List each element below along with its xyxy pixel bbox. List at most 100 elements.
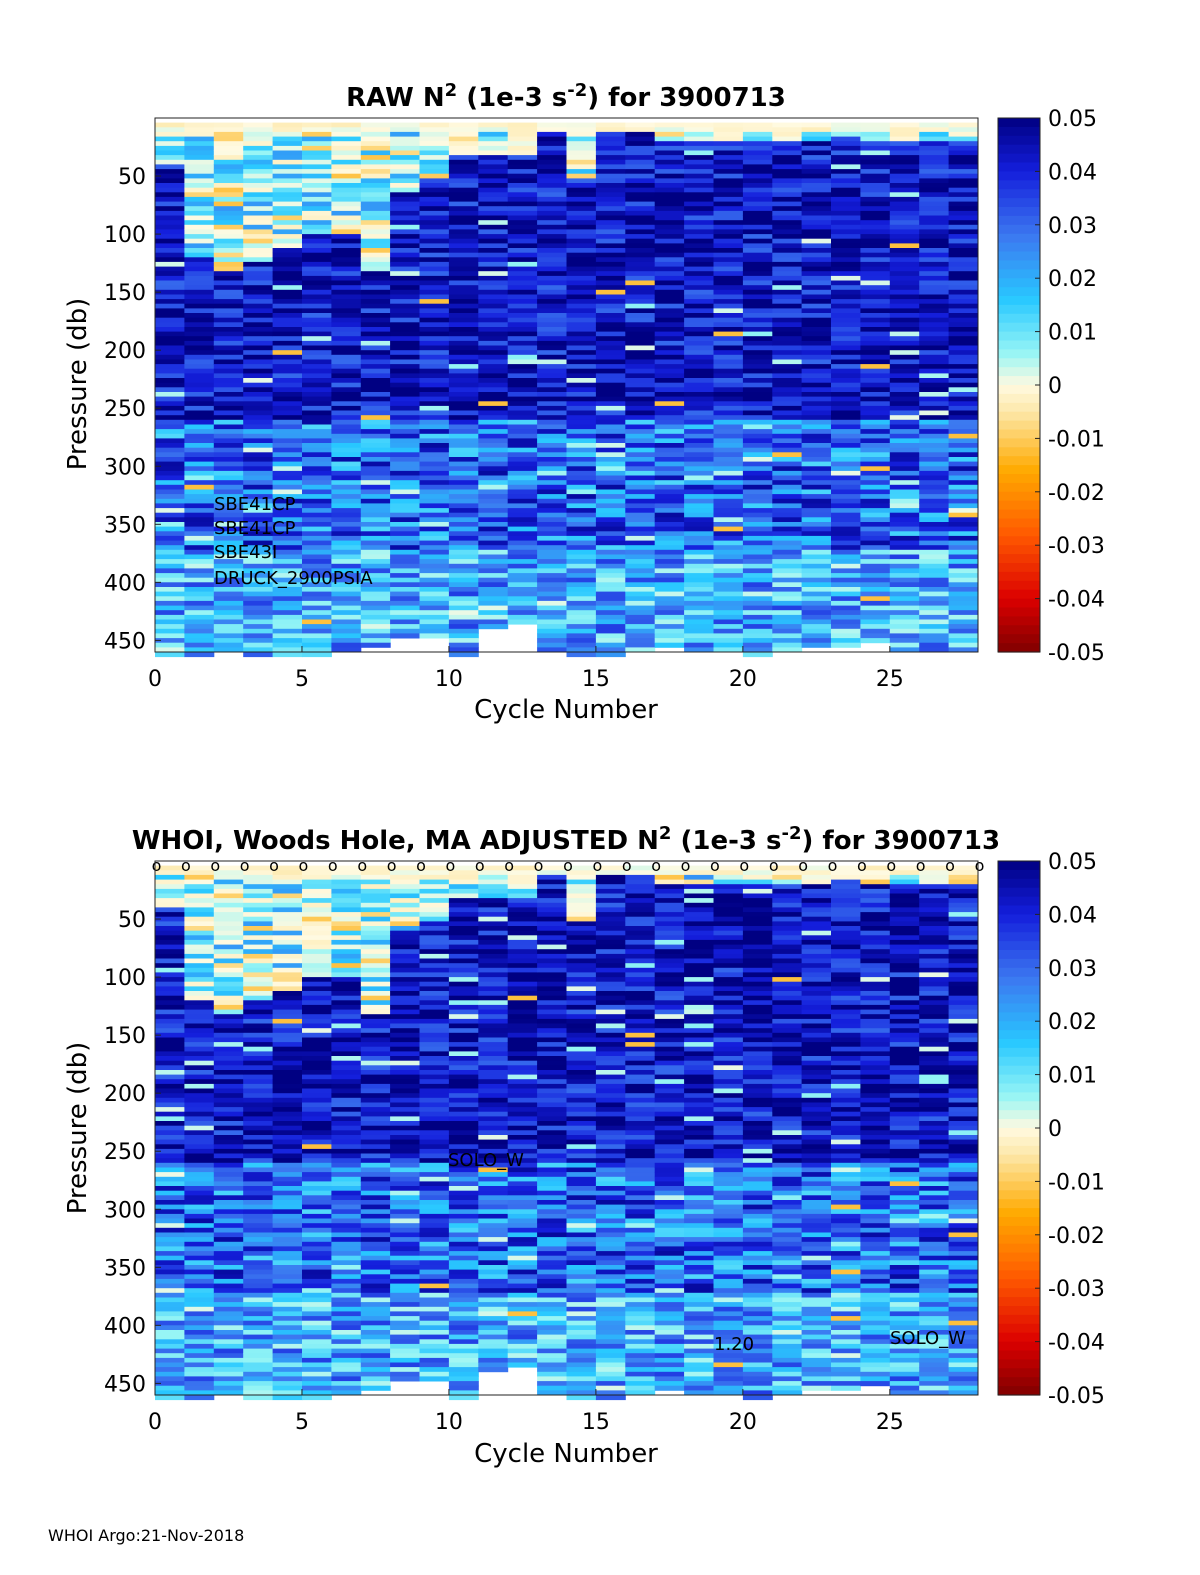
- heatmap-cell: [537, 401, 567, 407]
- heatmap-cell: [448, 879, 479, 885]
- heatmap-cell: [537, 447, 567, 453]
- heatmap-cell: [713, 596, 744, 602]
- heatmap-cell: [625, 368, 656, 374]
- heatmap-cell: [860, 433, 891, 439]
- heatmap-cell: [478, 303, 509, 309]
- heatmap-cell: [331, 169, 362, 175]
- heatmap-cell: [625, 605, 656, 611]
- heatmap-cell: [302, 573, 332, 579]
- heatmap-cell: [390, 475, 420, 481]
- colorbar-segment: [998, 180, 1040, 190]
- heatmap-cell: [772, 429, 803, 435]
- heatmap-cell: [448, 1070, 479, 1076]
- heatmap-cell: [478, 368, 509, 374]
- heatmap-cell: [331, 415, 362, 421]
- heatmap-cell: [155, 169, 185, 175]
- heatmap-cell: [184, 387, 215, 393]
- heatmap-cell: [684, 447, 714, 453]
- heatmap-cell: [831, 480, 861, 486]
- heatmap-cell: [243, 289, 274, 295]
- heatmap-cell: [713, 150, 744, 156]
- heatmap-cell: [860, 591, 891, 597]
- heatmap-cell: [537, 591, 567, 597]
- heatmap-cell: [772, 573, 803, 579]
- heatmap-cell: [331, 294, 362, 300]
- heatmap-cell: [537, 1362, 567, 1368]
- heatmap-cell: [537, 935, 567, 941]
- heatmap-cell: [948, 294, 979, 300]
- heatmap-cell: [713, 224, 744, 230]
- heatmap-cell: [419, 1260, 450, 1266]
- heatmap-cell: [507, 512, 538, 518]
- heatmap-cell: [507, 926, 538, 932]
- heatmap-cell: [390, 930, 420, 936]
- heatmap-cell: [419, 865, 450, 871]
- heatmap-cell: [302, 559, 332, 565]
- heatmap-cell: [243, 271, 274, 277]
- heatmap-cell: [243, 1348, 274, 1354]
- heatmap-cell: [801, 424, 832, 430]
- heatmap-cell: [507, 303, 538, 309]
- heatmap-cell: [566, 229, 597, 235]
- heatmap-cell: [507, 1325, 538, 1331]
- heatmap-cell: [243, 1172, 274, 1178]
- heatmap-cell: [331, 545, 362, 551]
- heatmap-cell: [566, 1325, 597, 1331]
- heatmap-cell: [243, 1195, 274, 1201]
- heatmap-cell: [184, 995, 215, 1001]
- heatmap-cell: [448, 1381, 479, 1387]
- heatmap-cell: [360, 145, 391, 151]
- heatmap-cell: [184, 884, 215, 890]
- heatmap-cell: [566, 898, 597, 904]
- heatmap-cell: [390, 1093, 420, 1099]
- heatmap-cell: [419, 387, 450, 393]
- heatmap-cell: [448, 638, 479, 644]
- heatmap-cell: [272, 401, 303, 407]
- heatmap-cell: [272, 1023, 303, 1029]
- heatmap-cell: [331, 150, 362, 156]
- heatmap-cell: [537, 1348, 567, 1354]
- heatmap-cell: [213, 1283, 244, 1289]
- heatmap-cell: [478, 1255, 509, 1261]
- heatmap-cell: [507, 1167, 538, 1173]
- heatmap-cell: [213, 517, 244, 523]
- heatmap-cell: [419, 600, 450, 606]
- heatmap-cell: [566, 1139, 597, 1145]
- heatmap-cell: [742, 614, 773, 620]
- heatmap-cell: [331, 577, 362, 583]
- heatmap-cell: [566, 303, 597, 309]
- heatmap-cell: [360, 1107, 391, 1113]
- heatmap-cell: [272, 512, 303, 518]
- heatmap-cell: [919, 633, 950, 639]
- heatmap-cell: [537, 1376, 567, 1382]
- heatmap-cell: [184, 1065, 215, 1071]
- heatmap-cell: [272, 554, 303, 560]
- heatmap-cell: [419, 480, 450, 486]
- heatmap-cell: [331, 1083, 362, 1089]
- heatmap-cell: [566, 1158, 597, 1164]
- heatmap-cell: [302, 452, 332, 458]
- heatmap-cell: [742, 642, 773, 648]
- heatmap-cell: [948, 252, 979, 258]
- heatmap-cell: [184, 1125, 215, 1131]
- heatmap-cell: [566, 475, 597, 481]
- heatmap-cell: [654, 354, 685, 360]
- heatmap-cell: [243, 573, 274, 579]
- heatmap-cell: [654, 591, 685, 597]
- heatmap-cell: [831, 577, 861, 583]
- heatmap-cell: [566, 192, 597, 198]
- heatmap-cell: [243, 1176, 274, 1182]
- heatmap-cell: [742, 136, 773, 142]
- heatmap-cell: [390, 1125, 420, 1131]
- heatmap-cell: [331, 234, 362, 240]
- heatmap-cell: [184, 494, 215, 500]
- heatmap-cell: [184, 1241, 215, 1247]
- heatmap-cell: [831, 257, 861, 263]
- heatmap-cell: [272, 958, 303, 964]
- heatmap-cell: [801, 317, 832, 323]
- heatmap-cell: [272, 893, 303, 899]
- heatmap-cell: [684, 512, 714, 518]
- heatmap-cell: [566, 280, 597, 286]
- heatmap-cell: [860, 131, 891, 137]
- heatmap-cell: [889, 336, 920, 342]
